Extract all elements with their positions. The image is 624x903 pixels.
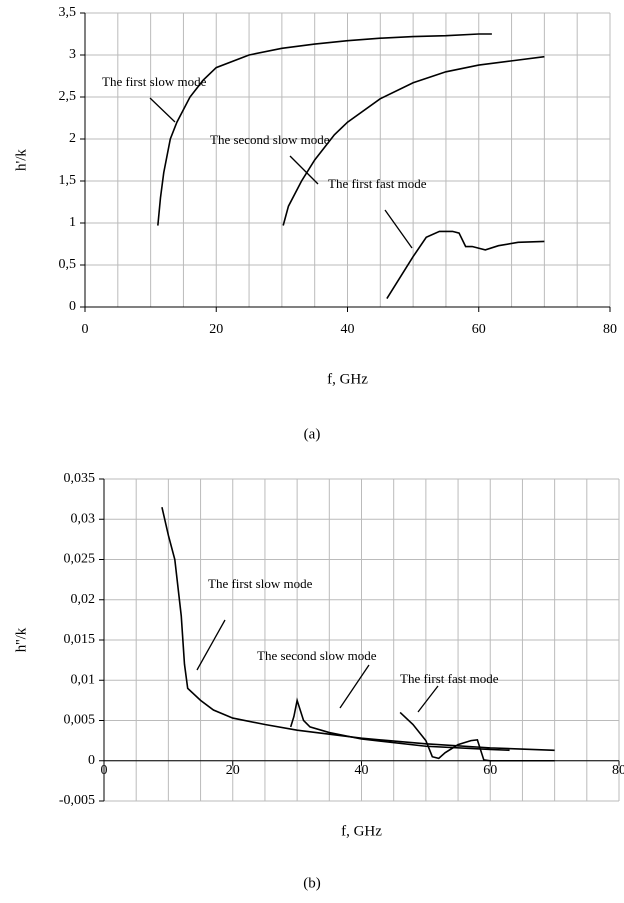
y-tick-label: 0,035 [64, 471, 96, 486]
x-tick-label: 80 [612, 763, 624, 778]
x-tick-label: 40 [341, 322, 355, 337]
x-tick-label: 40 [355, 763, 369, 778]
x-tick-label: 60 [472, 322, 486, 337]
series-line [161, 507, 555, 752]
x-tick-label: 60 [483, 763, 497, 778]
x-tick-label: 20 [226, 763, 240, 778]
y-axis-label: h''/k [13, 627, 29, 652]
leader-line [339, 664, 370, 709]
series-line [282, 55, 545, 226]
series-label: The first fast mode [328, 176, 427, 191]
y-axis-label: h'/k [13, 149, 29, 171]
y-tick-label: 2,5 [59, 89, 77, 104]
y-tick-label: 0,03 [71, 511, 96, 526]
series-label: The first slow mode [102, 74, 207, 89]
series-line [157, 33, 492, 226]
leader-line [384, 209, 413, 249]
y-tick-label: 0,5 [59, 257, 77, 272]
x-tick-label: 0 [82, 322, 89, 337]
series-label: The first slow mode [208, 576, 313, 591]
series-label: The first fast mode [400, 671, 499, 686]
leader-line [149, 97, 176, 123]
series-label: The second slow mode [210, 132, 330, 147]
caption: (a) [304, 426, 321, 442]
y-tick-label: 1,5 [59, 173, 77, 188]
x-axis-label: f, GHz [327, 371, 368, 387]
y-tick-label: -0,005 [59, 793, 95, 808]
y-tick-label: 3,5 [59, 5, 77, 20]
x-axis-label: f, GHz [341, 823, 382, 839]
y-tick-label: 0,005 [64, 713, 96, 728]
y-tick-label: 0,01 [71, 672, 96, 687]
y-tick-label: 0,015 [64, 632, 96, 647]
leader-line [289, 155, 319, 185]
series-line [399, 711, 555, 762]
y-tick-label: 2 [69, 131, 76, 146]
series-label: The second slow mode [257, 648, 377, 663]
series-line [289, 697, 510, 752]
series-line [386, 230, 545, 300]
leader-line [417, 685, 439, 713]
x-tick-label: 80 [603, 322, 617, 337]
y-tick-label: 0 [88, 753, 95, 768]
x-tick-label: 20 [209, 322, 223, 337]
caption: (b) [303, 875, 321, 891]
y-tick-label: 3 [69, 47, 76, 62]
y-tick-label: 0,025 [64, 552, 96, 567]
y-tick-label: 1 [69, 215, 76, 230]
y-tick-label: 0,02 [71, 592, 96, 607]
y-tick-label: 0 [69, 299, 76, 314]
leader-line [196, 619, 226, 671]
